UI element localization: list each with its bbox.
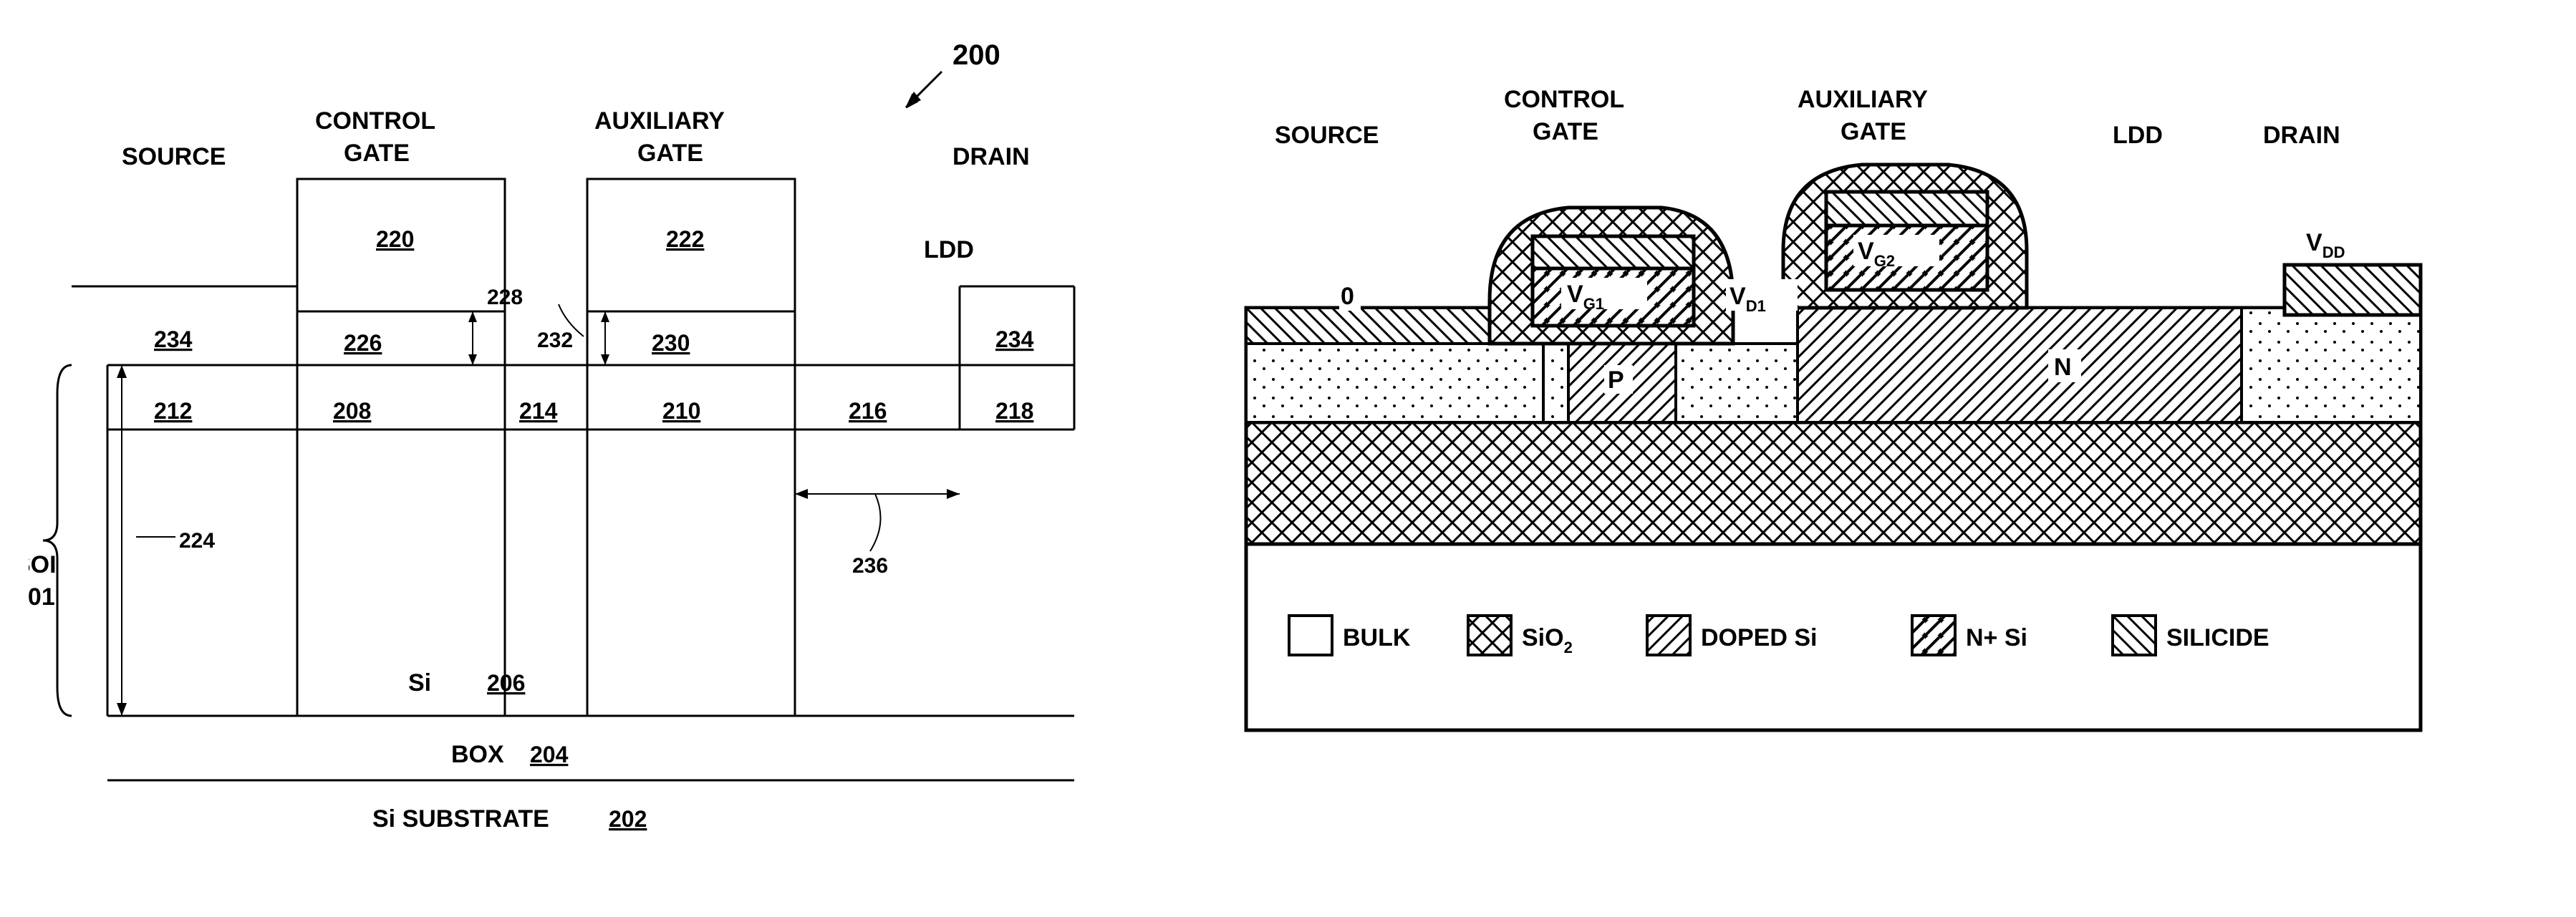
figure-id: 200 bbox=[952, 39, 1000, 71]
soi-brace bbox=[43, 365, 72, 716]
ref-220: 220 bbox=[376, 226, 414, 252]
aux-gate-rect bbox=[587, 179, 795, 365]
label-n: N bbox=[2054, 354, 2072, 381]
swatch-nplus bbox=[1912, 616, 1955, 655]
label-substrate: Si SUBSTRATE bbox=[372, 805, 549, 833]
box-layer bbox=[1246, 422, 2421, 544]
r-label-source: SOURCE bbox=[1275, 122, 1379, 149]
aux-gate-silicide bbox=[1826, 192, 1987, 225]
right-svg: SOURCE CONTROL GATE AUXILIARY GATE LDD D… bbox=[1232, 21, 2507, 809]
label-box: BOX bbox=[451, 741, 504, 768]
dim-224 bbox=[117, 365, 127, 716]
figure-id-arrow bbox=[906, 72, 942, 107]
source-region bbox=[1246, 344, 1543, 422]
label-p: P bbox=[1608, 367, 1624, 394]
label-soi-ref: 201 bbox=[29, 583, 55, 611]
r-label-ag1: AUXILIARY bbox=[1798, 86, 1928, 113]
r-label-cg2: GATE bbox=[1533, 118, 1598, 145]
ref-234a: 234 bbox=[154, 326, 193, 352]
ref-206: 206 bbox=[487, 670, 525, 696]
label-control-gate-2: GATE bbox=[344, 140, 410, 167]
ldd-n-region bbox=[1798, 308, 2242, 422]
legend-bulk: BULK bbox=[1343, 624, 1411, 651]
mid-gap bbox=[1676, 344, 1798, 422]
swatch-sio2 bbox=[1468, 616, 1511, 655]
control-gate-silicide bbox=[1533, 236, 1694, 268]
label-aux-gate-2: GATE bbox=[637, 140, 703, 167]
ref-224: 224 bbox=[179, 529, 215, 553]
ref-216: 216 bbox=[849, 398, 887, 424]
r-label-ag2: GATE bbox=[1841, 118, 1906, 145]
ref-218: 218 bbox=[995, 398, 1033, 424]
label-aux-gate-1: AUXILIARY bbox=[594, 107, 725, 135]
ref-228: 228 bbox=[487, 286, 523, 309]
legend-doped: DOPED Si bbox=[1701, 624, 1817, 651]
drain-silicide bbox=[2285, 265, 2421, 315]
r-label-ldd: LDD bbox=[2113, 122, 2163, 149]
control-gate-rect bbox=[297, 179, 505, 365]
v-dd: VDD bbox=[2306, 229, 2345, 261]
dim-232 bbox=[601, 311, 609, 365]
label-ldd: LDD bbox=[924, 236, 974, 263]
dim-236 bbox=[795, 489, 960, 551]
legend-nplus: N+ Si bbox=[1966, 624, 2027, 651]
swatch-doped bbox=[1647, 616, 1690, 655]
swatch-silicide bbox=[2113, 616, 2156, 655]
ref-222: 222 bbox=[666, 226, 704, 252]
r-label-cg1: CONTROL bbox=[1504, 86, 1624, 113]
r-label-drain: DRAIN bbox=[2263, 122, 2340, 149]
ref-210: 210 bbox=[662, 398, 700, 424]
dim-228 bbox=[468, 311, 477, 365]
ref-234b: 234 bbox=[995, 326, 1034, 352]
ref-226: 226 bbox=[344, 330, 382, 356]
left-diagram: 200 SOURCE CONTROL GATE AUXILIARY GATE D… bbox=[29, 21, 1174, 895]
v-src-0: 0 bbox=[1341, 283, 1354, 310]
ref-202: 202 bbox=[609, 806, 647, 832]
label-source: SOURCE bbox=[122, 143, 226, 170]
page: 200 SOURCE CONTROL GATE AUXILIARY GATE D… bbox=[0, 0, 2576, 916]
left-svg: 200 SOURCE CONTROL GATE AUXILIARY GATE D… bbox=[29, 21, 1174, 895]
swatch-bulk bbox=[1289, 616, 1332, 655]
label-drain: DRAIN bbox=[952, 143, 1030, 170]
ref-232: 232 bbox=[537, 329, 573, 352]
ref-204: 204 bbox=[530, 742, 569, 767]
drain-region bbox=[2242, 308, 2421, 422]
label-soi: SOI bbox=[29, 551, 57, 578]
ref-236: 236 bbox=[852, 554, 888, 578]
ref-214: 214 bbox=[519, 398, 558, 424]
ref-208: 208 bbox=[333, 398, 371, 424]
label-control-gate-1: CONTROL bbox=[315, 107, 435, 135]
legend-silicide: SILICIDE bbox=[2166, 624, 2269, 651]
label-si: Si bbox=[408, 669, 431, 697]
ref-212: 212 bbox=[154, 398, 192, 424]
ref-230: 230 bbox=[652, 330, 690, 356]
right-diagram: SOURCE CONTROL GATE AUXILIARY GATE LDD D… bbox=[1232, 21, 2507, 809]
